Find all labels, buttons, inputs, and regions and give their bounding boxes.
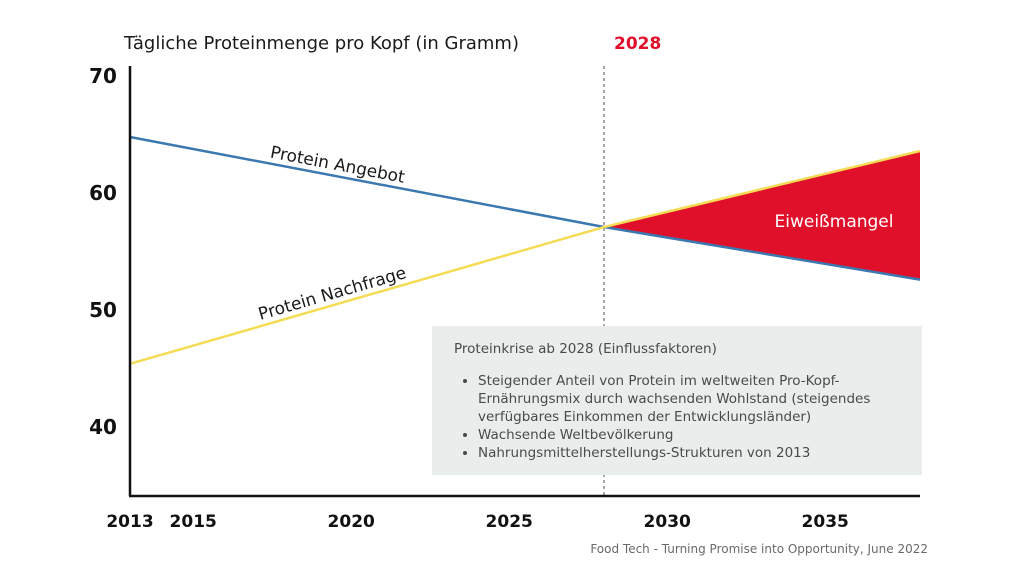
shortage-area: [604, 151, 920, 280]
chart-title: Tägliche Proteinmenge pro Kopf (in Gramm…: [124, 33, 519, 54]
info-bullet: Steigender Anteil von Protein im weltwei…: [478, 372, 904, 426]
marker-year-label: 2028: [614, 34, 662, 54]
source-note: Food Tech - Turning Promise into Opportu…: [590, 542, 928, 556]
x-tick-label: 2013: [106, 512, 153, 532]
x-tick-label: 2025: [486, 512, 533, 532]
demand-series-label: Protein Nachfrage: [256, 263, 408, 325]
y-tick-label: 50: [89, 298, 117, 322]
info-bullet: Nahrungsmittelherstellungs-Strukturen vo…: [478, 444, 904, 462]
shortage-label: Eiweißmangel: [775, 212, 894, 232]
supply-series-label: Protein Angebot: [269, 143, 407, 188]
info-box-title: Proteinkrise ab 2028 (Einflussfaktoren): [454, 341, 717, 357]
x-tick-label: 2020: [328, 512, 375, 532]
y-tick-label: 40: [89, 415, 117, 439]
info-box-list: Steigender Anteil von Protein im weltwei…: [454, 372, 904, 462]
info-bullet: Wachsende Weltbevölkerung: [478, 426, 904, 444]
demand-line: [129, 149, 921, 366]
x-tick-label: 2015: [170, 512, 217, 532]
info-box: Proteinkrise ab 2028 (Einflussfaktoren) …: [432, 326, 922, 475]
x-tick-label: 2030: [644, 512, 691, 532]
y-tick-label: 60: [89, 181, 117, 205]
y-tick-label: 70: [89, 64, 117, 88]
x-tick-label: 2035: [802, 512, 849, 532]
